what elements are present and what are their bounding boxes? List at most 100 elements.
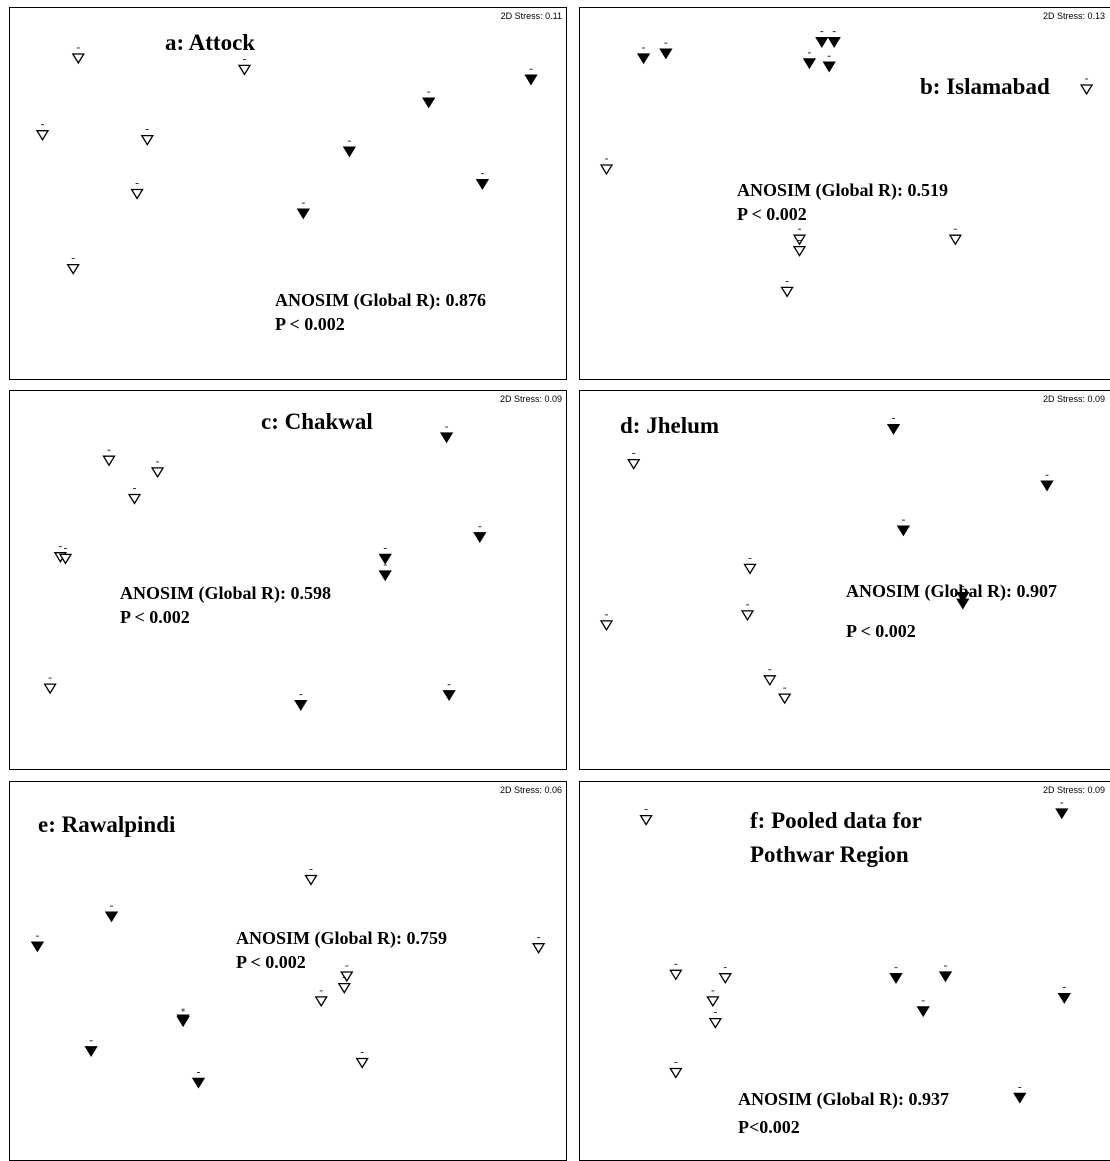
open-triangle-point xyxy=(669,963,683,981)
open-triangle-point xyxy=(948,228,963,246)
anosim-label-rawalpindi: ANOSIM (Global R): 0.759 P < 0.002 xyxy=(236,926,447,974)
filled-triangle-point xyxy=(30,935,45,953)
filled-triangle-point xyxy=(822,55,836,73)
filled-triangle-point xyxy=(342,140,357,158)
stress-label-chakwal: 2D Stress: 0.09 xyxy=(499,394,562,404)
open-triangle-point xyxy=(599,614,614,632)
anosim-r-attock: ANOSIM (Global R): 0.876 xyxy=(275,290,486,310)
anosim-r-islamabad: ANOSIM (Global R): 0.519 xyxy=(737,180,948,200)
open-triangle-point xyxy=(304,869,318,886)
nmds-panel-chakwal: c: Chakwal ANOSIM (Global R): 0.598 P < … xyxy=(9,390,567,770)
open-triangle-point xyxy=(639,809,653,826)
nmds-plot-islamabad xyxy=(599,31,1094,298)
filled-triangle-point xyxy=(378,564,392,582)
anosim-r-pothwar: ANOSIM (Global R): 0.937 xyxy=(738,1089,949,1109)
anosim-label-islamabad: ANOSIM (Global R): 0.519 P < 0.002 xyxy=(737,178,948,226)
filled-triangle-point xyxy=(1040,474,1054,492)
anosim-p-islamabad: P < 0.002 xyxy=(737,204,807,224)
anosim-p-attock: P < 0.002 xyxy=(275,314,345,334)
open-triangle-point xyxy=(706,990,720,1008)
nmds-plot-jhelum xyxy=(599,418,1054,705)
anosim-label-chakwal: ANOSIM (Global R): 0.598 P < 0.002 xyxy=(120,581,331,629)
open-triangle-point xyxy=(130,183,144,200)
open-triangle-point xyxy=(127,488,142,505)
open-triangle-point xyxy=(743,557,757,575)
filled-triangle-point xyxy=(1057,987,1071,1004)
filled-triangle-point xyxy=(473,526,487,544)
filled-triangle-point xyxy=(1013,1086,1027,1104)
panel-title-jhelum: d: Jhelum xyxy=(620,413,720,438)
nmds-plot-attock xyxy=(35,47,538,275)
open-triangle-point xyxy=(792,240,807,257)
filled-triangle-point xyxy=(176,1010,190,1028)
filled-triangle-point xyxy=(104,905,119,923)
filled-triangle-point xyxy=(296,202,310,220)
open-triangle-point xyxy=(669,1062,683,1079)
open-triangle-point xyxy=(718,967,732,984)
open-triangle-point xyxy=(340,965,354,983)
filled-triangle-point xyxy=(636,47,651,65)
open-triangle-point xyxy=(531,937,546,954)
filled-triangle-point xyxy=(475,173,490,190)
stress-label-rawalpindi: 2D Stress: 0.06 xyxy=(499,785,562,795)
filled-triangle-point xyxy=(815,31,829,48)
nmds-panel-pothwar: f: Pooled data for Pothwar Region ANOSIM… xyxy=(579,781,1110,1161)
open-triangle-point xyxy=(763,669,777,687)
nmds-panel-rawalpindi: e: Rawalpindi ANOSIM (Global R): 0.759 P… xyxy=(9,781,567,1161)
open-triangle-point xyxy=(58,547,73,565)
panel-title-pothwar: f: Pooled data for Pothwar Region xyxy=(750,808,922,867)
open-triangle-point xyxy=(102,449,116,467)
filled-triangle-point xyxy=(938,965,953,983)
open-triangle-point xyxy=(740,604,755,622)
open-triangle-point xyxy=(314,990,328,1008)
panel-title-attock: a: Attock xyxy=(165,30,256,55)
nmds-plot-pothwar xyxy=(639,802,1071,1104)
filled-triangle-point xyxy=(1055,802,1069,820)
open-triangle-point xyxy=(792,228,807,246)
open-triangle-point xyxy=(337,977,351,994)
filled-triangle-point xyxy=(886,418,901,435)
panel-title-chakwal: c: Chakwal xyxy=(261,409,373,434)
anosim-label-jhelum: ANOSIM (Global R): 0.907 P < 0.002 xyxy=(846,579,1057,643)
filled-triangle-point xyxy=(916,1000,930,1018)
open-triangle-point xyxy=(1079,78,1094,96)
stress-label-islamabad: 2D Stress: 0.13 xyxy=(1042,11,1105,21)
anosim-r-rawalpindi: ANOSIM (Global R): 0.759 xyxy=(236,928,447,948)
filled-triangle-point xyxy=(896,519,911,537)
open-triangle-point xyxy=(43,677,57,695)
nmds-panel-islamabad: b: Islamabad ANOSIM (Global R): 0.519 P … xyxy=(579,7,1110,380)
stress-label-jhelum: 2D Stress: 0.09 xyxy=(1042,394,1105,404)
anosim-p-jhelum: P < 0.002 xyxy=(846,621,916,641)
anosim-label-pothwar: ANOSIM (Global R): 0.937 P<0.002 xyxy=(738,1087,949,1139)
open-triangle-point xyxy=(599,158,614,176)
nmds-plot-chakwal xyxy=(43,426,487,711)
filled-triangle-point xyxy=(84,1040,98,1058)
nmds-panel-jhelum: d: Jhelum ANOSIM (Global R): 0.907 P < 0… xyxy=(579,390,1110,770)
filled-triangle-point xyxy=(378,547,392,565)
filled-triangle-point xyxy=(422,91,436,109)
filled-triangle-point xyxy=(956,586,970,603)
filled-triangle-point xyxy=(191,1071,206,1089)
open-triangle-point xyxy=(237,59,252,76)
filled-triangle-point xyxy=(956,592,970,610)
anosim-p-pothwar: P<0.002 xyxy=(738,1117,800,1137)
anosim-label-attock: ANOSIM (Global R): 0.876 P < 0.002 xyxy=(275,288,486,336)
open-triangle-point xyxy=(66,258,80,275)
panel-title-rawalpindi: e: Rawalpindi xyxy=(38,812,176,837)
filled-triangle-point xyxy=(442,684,456,702)
anosim-p-rawalpindi: P < 0.002 xyxy=(236,952,306,972)
stress-label-pothwar: 2D Stress: 0.09 xyxy=(1042,785,1105,795)
open-triangle-point xyxy=(35,124,50,141)
filled-triangle-point xyxy=(827,31,841,48)
anosim-p-chakwal: P < 0.002 xyxy=(120,607,190,627)
filled-triangle-point xyxy=(439,426,454,444)
open-triangle-point xyxy=(627,453,641,470)
panel-title-islamabad: b: Islamabad xyxy=(920,74,1050,99)
open-triangle-point xyxy=(778,687,792,705)
open-triangle-point xyxy=(355,1052,369,1069)
anosim-r-jhelum: ANOSIM (Global R): 0.907 xyxy=(846,581,1057,601)
filled-triangle-point xyxy=(802,52,817,70)
anosim-r-chakwal: ANOSIM (Global R): 0.598 xyxy=(120,583,331,603)
filled-triangle-point xyxy=(889,967,903,984)
filled-triangle-point xyxy=(294,694,308,711)
